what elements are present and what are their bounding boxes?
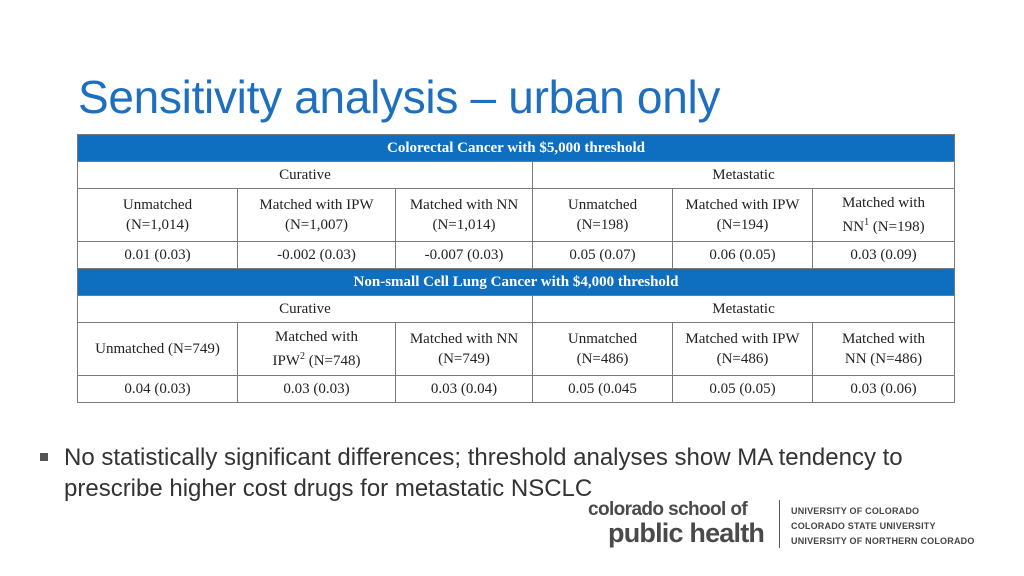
colorectal-banner: Colorectal Cancer with $5,000 threshold — [77, 134, 955, 162]
table-cell: 0.05 (0.045 — [532, 375, 673, 403]
column-header: Matched with IPW (N=194) — [672, 188, 813, 242]
table-cell: 0.03 (0.09) — [812, 241, 955, 269]
column-header: Unmatched (N=486) — [532, 322, 673, 376]
column-header: Matched with NN1 (N=198) — [812, 188, 955, 242]
table-cell: 0.01 (0.03) — [77, 241, 238, 269]
table-cell: 0.05 (0.05) — [672, 375, 813, 403]
university-name: UNIVERSITY OF COLORADO — [791, 506, 920, 516]
column-header: Matched with NN (N=749) — [395, 322, 533, 376]
bullet-text: No statistically significant differences… — [64, 444, 903, 502]
bullet-list: No statistically significant differences… — [40, 442, 980, 504]
square-bullet-icon — [40, 453, 48, 461]
table-cell: -0.007 (0.03) — [395, 241, 533, 269]
column-header: Matched with NN (N=486) — [812, 322, 955, 376]
logo-line-2: public health — [608, 518, 765, 548]
column-header: Unmatched (N=1,014) — [77, 188, 238, 242]
table-cell: 0.03 (0.03) — [237, 375, 396, 403]
column-header: Matched with NN (N=1,014) — [395, 188, 533, 242]
school-logo: colorado school of public health — [588, 499, 765, 548]
column-header: Matched with IPW (N=1,007) — [237, 188, 396, 242]
slide-title: Sensitivity analysis – urban only — [78, 71, 721, 123]
logo-line-1: colorado school of — [588, 499, 748, 520]
colorectal-metastatic-header: Metastatic — [532, 161, 955, 189]
colorectal-curative-header: Curative — [77, 161, 533, 189]
footnote-marker: 2 — [299, 351, 305, 362]
column-header: Matched with IPW2 (N=748) — [237, 322, 396, 376]
column-header: Unmatched (N=198) — [532, 188, 673, 242]
table-cell: 0.04 (0.03) — [77, 375, 238, 403]
nsclc-banner: Non-small Cell Lung Cancer with $4,000 t… — [77, 268, 955, 296]
table-cell: 0.05 (0.07) — [532, 241, 673, 269]
university-list: UNIVERSITY OF COLORADO COLORADO STATE UN… — [791, 504, 975, 549]
nsclc-curative-header: Curative — [77, 295, 533, 323]
table-cell: 0.03 (0.06) — [812, 375, 955, 403]
column-header: Matched with IPW (N=486) — [672, 322, 813, 376]
university-name: UNIVERSITY OF NORTHERN COLORADO — [791, 536, 975, 546]
university-name: COLORADO STATE UNIVERSITY — [791, 521, 936, 531]
footnote-marker: 1 — [864, 217, 870, 228]
table-cell: 0.03 (0.04) — [395, 375, 533, 403]
table-cell: -0.002 (0.03) — [237, 241, 396, 269]
column-header: Unmatched (N=749) — [77, 322, 238, 376]
nsclc-metastatic-header: Metastatic — [532, 295, 955, 323]
table-cell: 0.06 (0.05) — [672, 241, 813, 269]
logo-divider — [779, 500, 780, 548]
sensitivity-table: Colorectal Cancer with $5,000 threshold … — [77, 134, 955, 403]
